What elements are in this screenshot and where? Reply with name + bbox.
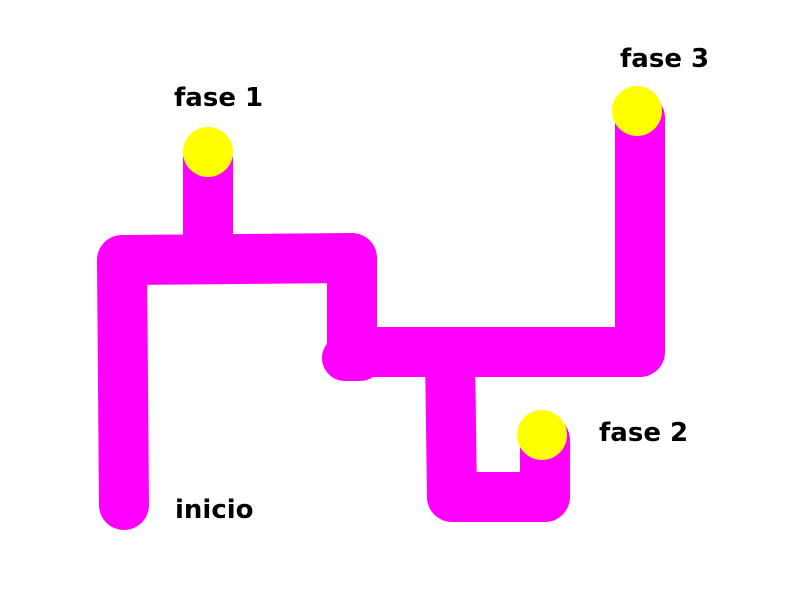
label-stage2: fase 2	[599, 418, 688, 448]
label-stage1: fase 1	[174, 83, 263, 113]
stage3-marker	[612, 86, 662, 136]
label-start: inicio	[175, 495, 254, 525]
path-main-route	[97, 93, 665, 530]
magenta-path	[97, 93, 665, 530]
stage1-marker	[183, 127, 233, 177]
stage2-marker	[517, 410, 567, 460]
label-stage3: fase 3	[620, 44, 709, 74]
path-branch-stage2	[425, 327, 570, 522]
stage-markers	[183, 86, 662, 460]
labels: inicio fase 1 fase 2 fase 3	[174, 44, 709, 525]
